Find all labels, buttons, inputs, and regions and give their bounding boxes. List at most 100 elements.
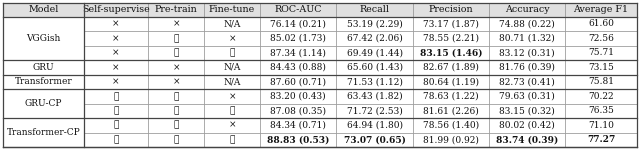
Bar <box>565 46 637 60</box>
Bar <box>260 17 337 31</box>
Bar <box>148 132 204 147</box>
Text: 78.55 (2.21): 78.55 (2.21) <box>423 34 479 43</box>
Text: 87.60 (0.71): 87.60 (0.71) <box>270 77 326 86</box>
Text: ROC-AUC: ROC-AUC <box>275 5 322 14</box>
Bar <box>413 31 489 46</box>
Text: ×: × <box>228 92 236 101</box>
Text: ×: × <box>228 34 236 43</box>
Bar <box>3 75 84 89</box>
Text: 78.63 (1.22): 78.63 (1.22) <box>423 92 479 101</box>
Text: Accuracy: Accuracy <box>505 5 549 14</box>
Bar <box>204 103 260 118</box>
Text: ✓: ✓ <box>173 135 179 144</box>
Text: 73.07 (0.65): 73.07 (0.65) <box>344 135 406 144</box>
Text: 75.71: 75.71 <box>588 48 614 57</box>
Text: 71.10: 71.10 <box>588 121 614 130</box>
Text: 81.99 (0.92): 81.99 (0.92) <box>423 135 479 144</box>
Text: Transformer-CP: Transformer-CP <box>6 128 80 137</box>
Text: 77.27: 77.27 <box>587 135 615 144</box>
Bar <box>489 89 565 103</box>
Bar <box>84 31 148 46</box>
Bar <box>260 46 337 60</box>
Bar <box>260 60 337 75</box>
Bar <box>489 3 565 17</box>
Text: 69.49 (1.44): 69.49 (1.44) <box>346 48 403 57</box>
Text: 80.71 (1.32): 80.71 (1.32) <box>499 34 555 43</box>
Bar <box>413 17 489 31</box>
Text: ✓: ✓ <box>173 106 179 115</box>
Text: GRU: GRU <box>33 63 54 72</box>
Bar <box>337 89 413 103</box>
Bar <box>148 3 204 17</box>
Text: ✓: ✓ <box>113 135 118 144</box>
Text: 76.14 (0.21): 76.14 (0.21) <box>270 20 326 28</box>
Text: Precision: Precision <box>429 5 473 14</box>
Text: Model: Model <box>28 5 59 14</box>
Text: 81.61 (2.26): 81.61 (2.26) <box>423 106 479 115</box>
Bar <box>260 89 337 103</box>
Bar <box>565 75 637 89</box>
Text: ×: × <box>173 77 180 86</box>
Text: 65.60 (1.43): 65.60 (1.43) <box>346 63 403 72</box>
Text: ✓: ✓ <box>113 106 118 115</box>
Bar <box>565 132 637 147</box>
Bar <box>489 46 565 60</box>
Bar <box>260 103 337 118</box>
Bar <box>260 3 337 17</box>
Text: ✓: ✓ <box>173 34 179 43</box>
Text: 83.15 (1.46): 83.15 (1.46) <box>420 48 482 57</box>
Text: N/A: N/A <box>223 63 241 72</box>
Text: ✓: ✓ <box>229 48 235 57</box>
Text: 64.94 (1.80): 64.94 (1.80) <box>346 121 403 130</box>
Bar <box>565 89 637 103</box>
Text: Fine-tune: Fine-tune <box>209 5 255 14</box>
Bar <box>84 118 148 132</box>
Bar <box>565 118 637 132</box>
Bar <box>204 31 260 46</box>
Text: 63.43 (1.82): 63.43 (1.82) <box>347 92 403 101</box>
Text: Recall: Recall <box>360 5 390 14</box>
Bar <box>489 60 565 75</box>
Bar <box>413 103 489 118</box>
Text: 71.72 (2.53): 71.72 (2.53) <box>347 106 403 115</box>
Bar <box>204 60 260 75</box>
Text: 84.43 (0.88): 84.43 (0.88) <box>270 63 326 72</box>
Text: ✓: ✓ <box>173 92 179 101</box>
Bar <box>413 75 489 89</box>
Bar <box>148 46 204 60</box>
Bar <box>3 89 84 118</box>
Text: N/A: N/A <box>223 77 241 86</box>
Bar <box>148 17 204 31</box>
Text: 78.56 (1.40): 78.56 (1.40) <box>423 121 479 130</box>
Bar <box>204 17 260 31</box>
Text: 85.02 (1.73): 85.02 (1.73) <box>270 34 326 43</box>
Bar <box>84 132 148 147</box>
Text: ×: × <box>112 48 120 57</box>
Bar <box>260 75 337 89</box>
Text: ✓: ✓ <box>113 92 118 101</box>
Bar <box>413 118 489 132</box>
Bar <box>337 31 413 46</box>
Bar <box>148 89 204 103</box>
Text: 82.73 (0.41): 82.73 (0.41) <box>499 77 555 86</box>
Text: ×: × <box>228 121 236 130</box>
Text: ✓: ✓ <box>229 106 235 115</box>
Bar <box>565 31 637 46</box>
Bar <box>84 75 148 89</box>
Text: 87.34 (1.14): 87.34 (1.14) <box>270 48 326 57</box>
Bar <box>84 17 148 31</box>
Text: 81.76 (0.39): 81.76 (0.39) <box>499 63 555 72</box>
Text: 74.88 (0.22): 74.88 (0.22) <box>499 20 555 28</box>
Bar <box>337 3 413 17</box>
Text: ✓: ✓ <box>229 135 235 144</box>
Bar <box>565 17 637 31</box>
Bar <box>204 118 260 132</box>
Bar <box>413 89 489 103</box>
Bar <box>204 132 260 147</box>
Bar <box>489 118 565 132</box>
Bar <box>148 75 204 89</box>
Bar <box>204 3 260 17</box>
Bar <box>489 132 565 147</box>
Bar <box>337 46 413 60</box>
Text: 73.17 (1.87): 73.17 (1.87) <box>423 20 479 28</box>
